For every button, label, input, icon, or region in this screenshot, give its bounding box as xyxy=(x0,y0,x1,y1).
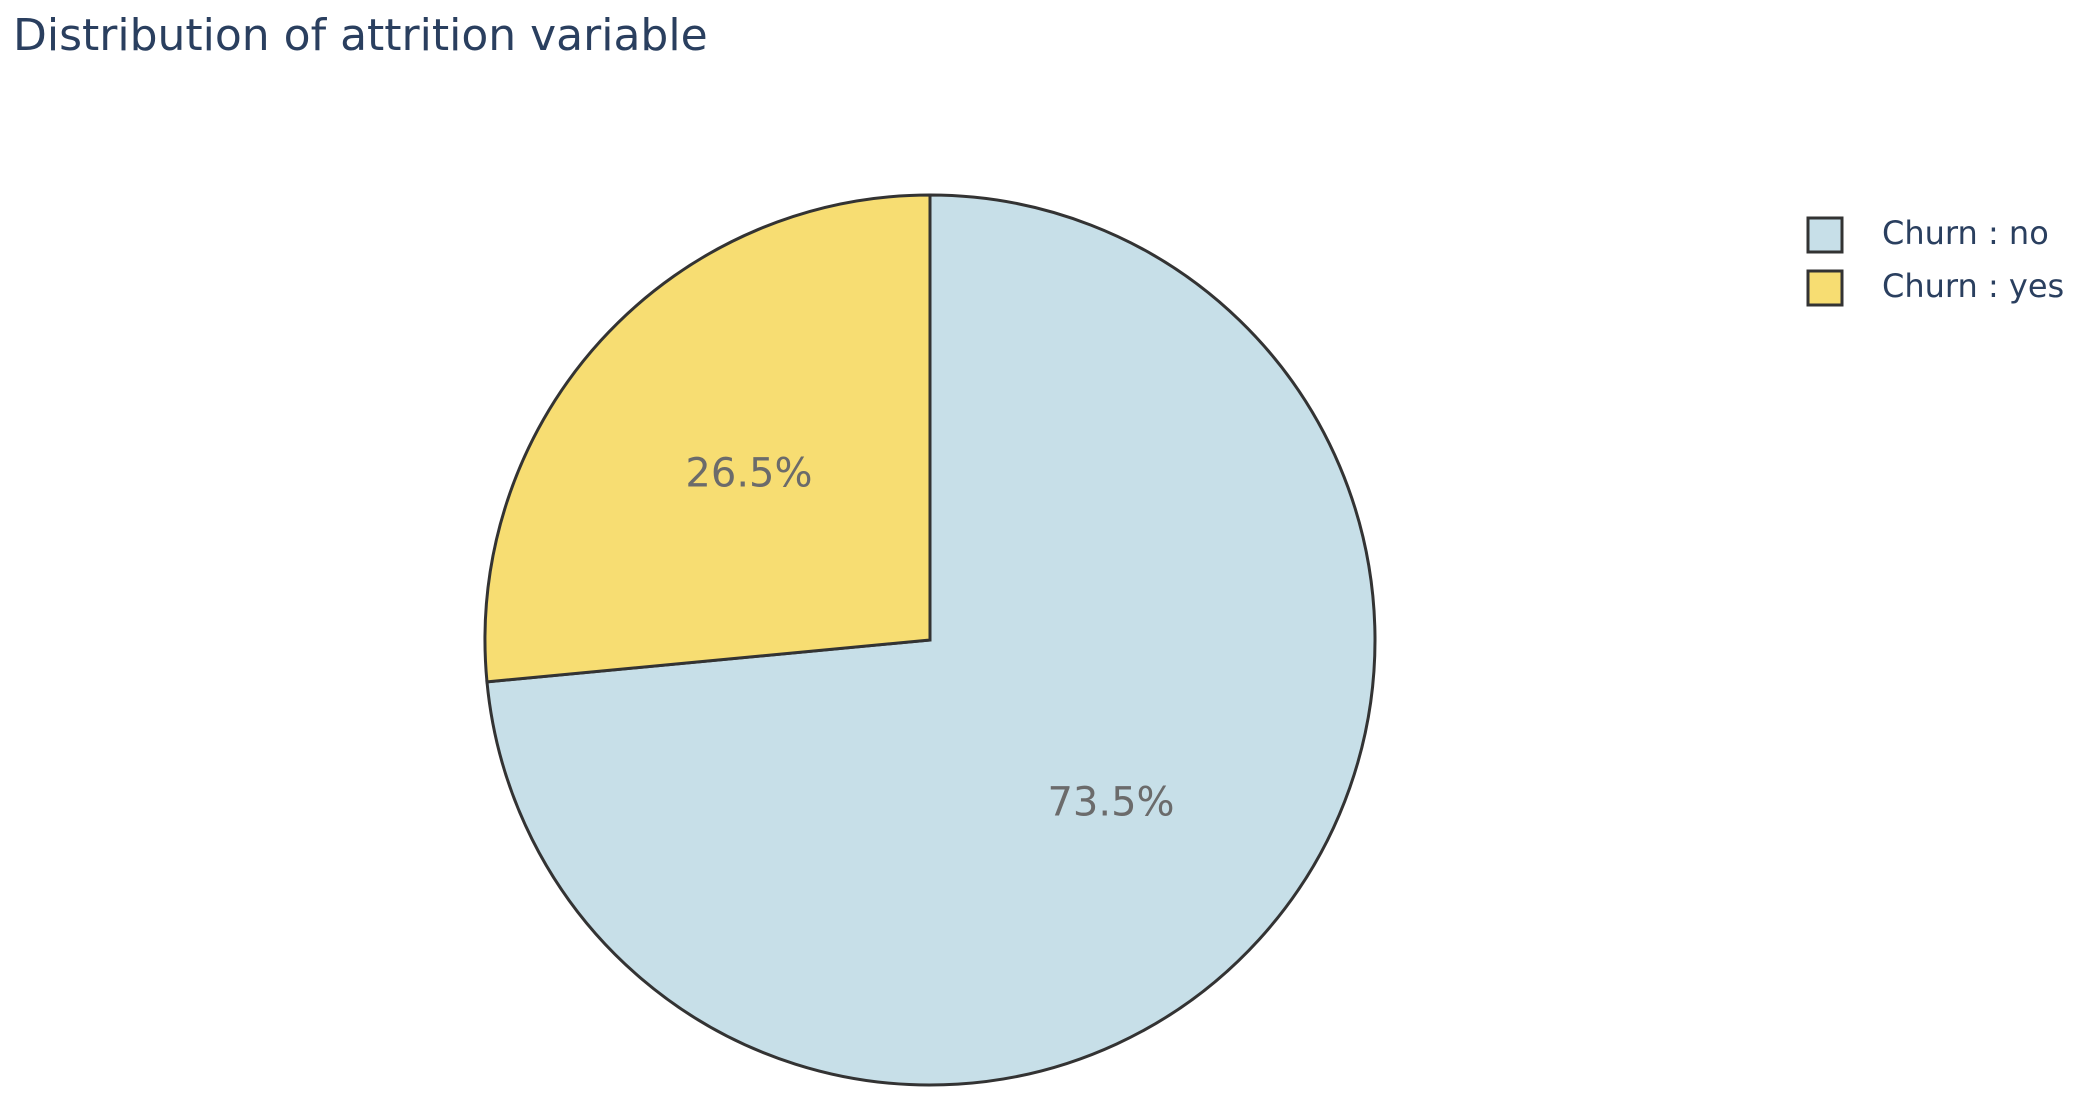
legend-swatch xyxy=(1806,269,1844,307)
slice-label: 26.5% xyxy=(685,450,812,496)
slice-label: 73.5% xyxy=(1047,780,1174,826)
chart-title: Distribution of attrition variable xyxy=(13,10,708,61)
legend-label: Churn : yes xyxy=(1882,267,2064,305)
pie-slice xyxy=(483,193,932,684)
legend-swatch xyxy=(1806,216,1844,254)
legend-label: Churn : no xyxy=(1882,214,2049,252)
